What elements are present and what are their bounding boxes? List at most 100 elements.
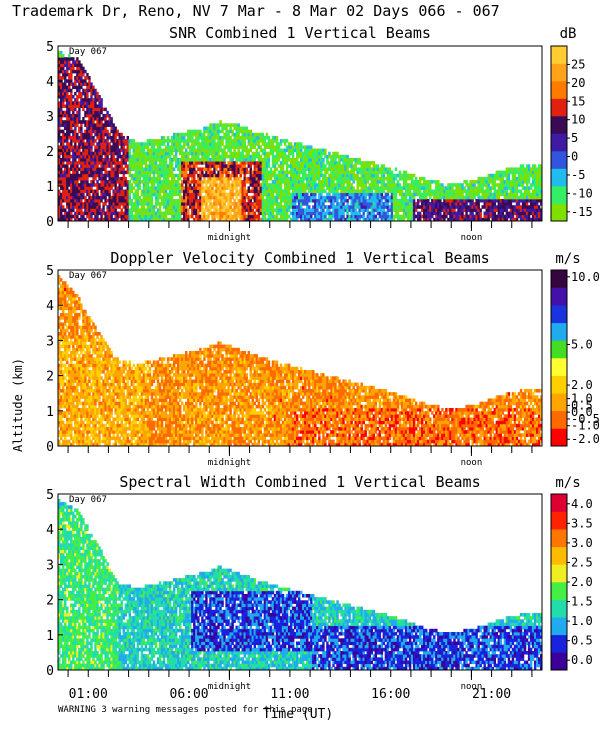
heatmap-cell bbox=[211, 180, 214, 184]
heatmap-cell bbox=[100, 214, 103, 219]
heatmap-cell bbox=[253, 158, 257, 162]
heatmap-cell bbox=[78, 88, 81, 93]
heatmap-cell bbox=[86, 180, 89, 184]
heatmap-cell bbox=[253, 164, 257, 168]
heatmap-cell bbox=[326, 195, 329, 200]
heatmap-cell bbox=[356, 167, 359, 171]
heatmap-cell bbox=[102, 176, 105, 181]
heatmap-cell bbox=[88, 123, 91, 127]
heatmap-cell bbox=[64, 85, 67, 90]
heatmap-cell bbox=[265, 145, 269, 149]
heatmap-cell bbox=[174, 164, 178, 168]
heatmap-cell bbox=[70, 104, 73, 108]
heatmap-cell bbox=[265, 164, 269, 168]
heatmap-cell bbox=[227, 132, 230, 137]
heatmap-cell bbox=[477, 205, 480, 209]
heatmap-cell bbox=[164, 167, 168, 171]
heatmap-cell bbox=[134, 170, 138, 175]
heatmap-cell bbox=[481, 198, 484, 203]
heatmap-cell bbox=[158, 195, 162, 200]
heatmap-cell bbox=[94, 117, 97, 121]
heatmap-cell bbox=[348, 161, 351, 165]
heatmap-cell bbox=[217, 123, 220, 127]
heatmap-cell bbox=[487, 202, 490, 206]
heatmap-cell bbox=[241, 198, 244, 203]
heatmap-cell bbox=[320, 217, 323, 222]
heatmap-cell bbox=[70, 63, 73, 68]
heatmap-cell bbox=[90, 211, 93, 216]
heatmap-cell bbox=[263, 158, 267, 162]
heatmap-cell bbox=[322, 205, 325, 209]
heatmap-cell bbox=[318, 151, 321, 156]
heatmap-cell bbox=[402, 198, 406, 203]
heatmap-cell bbox=[463, 186, 466, 190]
heatmap-cell bbox=[342, 154, 345, 159]
heatmap-cell bbox=[76, 170, 79, 175]
heatmap-cell bbox=[80, 173, 83, 178]
heatmap-cell bbox=[193, 189, 196, 194]
heatmap-cell bbox=[346, 173, 349, 178]
heatmap-cell bbox=[241, 154, 244, 159]
heatmap-cell bbox=[384, 167, 388, 171]
heatmap-cell bbox=[122, 180, 125, 184]
heatmap-cell bbox=[342, 158, 345, 162]
heatmap-cell bbox=[122, 176, 125, 181]
heatmap-cell bbox=[130, 202, 134, 206]
heatmap-cell bbox=[114, 192, 117, 197]
heatmap-cell bbox=[306, 183, 309, 187]
heatmap-cell bbox=[291, 154, 295, 159]
heatmap-cell bbox=[350, 217, 353, 222]
heatmap-cell bbox=[193, 183, 196, 187]
heatmap-cell bbox=[78, 113, 81, 118]
heatmap-cell bbox=[130, 167, 134, 171]
heatmap-cell bbox=[418, 205, 422, 209]
heatmap-cell bbox=[116, 205, 119, 209]
heatmap-cell bbox=[392, 214, 396, 219]
heatmap-cell bbox=[473, 205, 476, 209]
heatmap-cell bbox=[275, 158, 279, 162]
heatmap-cell bbox=[497, 176, 501, 181]
heatmap-cell bbox=[142, 176, 146, 181]
heatmap-cell bbox=[302, 198, 305, 203]
heatmap-cell bbox=[330, 180, 333, 184]
heatmap-cell bbox=[370, 198, 373, 203]
heatmap-cell bbox=[62, 139, 65, 143]
heatmap-cell bbox=[392, 217, 396, 222]
heatmap-cell bbox=[253, 186, 257, 190]
heatmap-cell bbox=[330, 183, 333, 187]
heatmap-cell bbox=[114, 126, 117, 131]
heatmap-cell bbox=[414, 186, 418, 190]
heatmap-cell bbox=[342, 170, 345, 175]
heatmap-cell bbox=[104, 132, 107, 137]
heatmap-cell bbox=[62, 66, 65, 71]
heatmap-cell bbox=[485, 217, 488, 222]
heatmap-cell bbox=[400, 202, 404, 206]
heatmap-cell bbox=[134, 195, 138, 200]
heatmap-cell bbox=[328, 214, 331, 219]
heatmap-cell bbox=[271, 211, 275, 216]
heatmap-cell bbox=[251, 170, 255, 175]
heatmap-cell bbox=[160, 158, 164, 162]
heatmap-cell bbox=[126, 217, 129, 222]
heatmap-cell bbox=[491, 214, 494, 219]
heatmap-cell bbox=[120, 192, 123, 197]
heatmap-cell bbox=[146, 186, 150, 190]
heatmap-cell bbox=[271, 208, 275, 212]
heatmap-cell bbox=[114, 211, 117, 216]
heatmap-cell bbox=[221, 148, 224, 153]
heatmap-cell bbox=[291, 183, 295, 187]
heatmap-cell bbox=[193, 176, 196, 181]
heatmap-cell bbox=[402, 192, 406, 197]
heatmap-cell bbox=[193, 195, 196, 200]
heatmap-cell bbox=[463, 180, 466, 184]
heatmap-cell bbox=[243, 148, 246, 153]
heatmap-cell bbox=[128, 211, 131, 216]
heatmap-cell bbox=[453, 192, 456, 197]
heatmap-cell bbox=[211, 173, 214, 178]
heatmap-cell bbox=[60, 120, 63, 124]
heatmap-cell bbox=[183, 173, 186, 178]
heatmap-cell bbox=[207, 198, 210, 203]
heatmap-cell bbox=[98, 167, 101, 171]
heatmap-cell bbox=[213, 211, 216, 216]
heatmap-cell bbox=[156, 154, 160, 159]
